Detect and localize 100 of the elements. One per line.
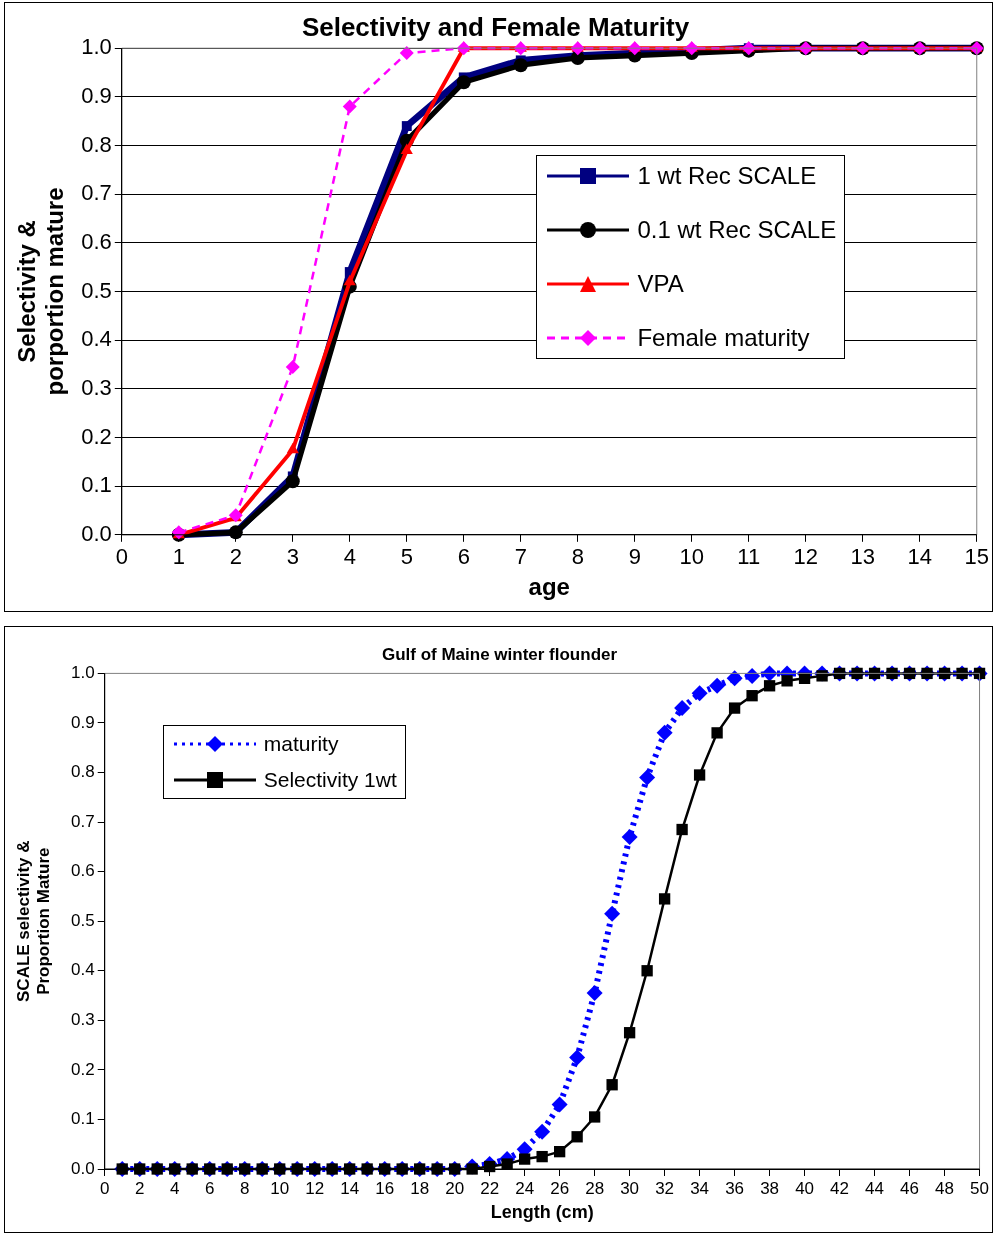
point (656, 724, 673, 741)
x-tick-label: 2 (229, 544, 242, 570)
point (639, 769, 656, 786)
x-tick-label: 12 (793, 544, 819, 570)
point (691, 685, 708, 702)
x-tick-label: 36 (725, 1178, 745, 1198)
y-axis-title: SCALE selectivity & Proportion Mature (14, 840, 54, 1002)
x-tick-label: 22 (480, 1178, 500, 1198)
y-tick-label: 0.7 (71, 811, 95, 831)
x-tick-label: 0 (115, 544, 128, 570)
x-tick-label: 42 (830, 1178, 850, 1198)
point (401, 121, 412, 132)
point (627, 41, 642, 56)
point (569, 1049, 586, 1066)
legend-label: maturity (263, 732, 339, 757)
y-tick-label: 0.2 (81, 423, 112, 449)
x-tick-label: 14 (907, 544, 933, 570)
legend-label: 1 wt Rec SCALE (637, 162, 817, 191)
point (588, 1111, 601, 1123)
x-tick-label: 9 (628, 544, 641, 570)
x-tick-label: 24 (515, 1178, 535, 1198)
point (513, 41, 528, 56)
y-axis-title: Selectivity & porportion mature (13, 187, 69, 396)
x-tick-label: 26 (550, 1178, 570, 1198)
point (400, 143, 413, 154)
x-tick-label: 5 (400, 544, 413, 570)
x-tick-label: 44 (865, 1178, 885, 1198)
x-axis-title: age (528, 573, 570, 601)
point (726, 670, 743, 687)
x-tick-label: 16 (375, 1178, 395, 1198)
x-tick-label: 2 (134, 1178, 145, 1198)
point (693, 769, 706, 781)
chart-title: Gulf of Maine winter flounder (381, 644, 618, 664)
x-tick-label: 4 (343, 544, 356, 570)
x-tick-label: 10 (270, 1178, 290, 1198)
y-tick-label: 0.5 (81, 277, 112, 303)
point (604, 905, 621, 922)
x-tick-label: 14 (340, 1178, 360, 1198)
point (553, 1146, 566, 1158)
y-tick-label: 0.6 (81, 228, 112, 254)
point (571, 1131, 583, 1143)
point (501, 1158, 513, 1170)
point (534, 1123, 551, 1140)
x-tick-label: 32 (655, 1178, 675, 1198)
x-tick-label: 10 (679, 544, 705, 570)
y-tick-label: 0.3 (81, 374, 112, 400)
y-tick-label: 0.3 (71, 1010, 95, 1030)
point (285, 474, 300, 489)
point (709, 677, 726, 694)
x-tick-label: 8 (239, 1178, 250, 1198)
x-tick-label: 3 (286, 544, 299, 570)
y-tick-label: 0.0 (71, 1158, 95, 1178)
x-tick-label: 28 (585, 1178, 605, 1198)
x-tick-label: 50 (970, 1178, 990, 1198)
x-tick-label: 1 (172, 544, 185, 570)
x-tick-label: 34 (690, 1178, 710, 1198)
legend-label: 0.1 wt Rec SCALE (637, 216, 837, 245)
y-tick-label: 0.6 (71, 861, 95, 881)
point (684, 41, 699, 56)
y-tick-label: 0.4 (71, 960, 95, 980)
point (746, 690, 758, 702)
y-tick-label: 0.4 (81, 326, 112, 352)
point (658, 893, 671, 905)
point (641, 965, 653, 977)
point (674, 700, 691, 717)
point (518, 1153, 531, 1165)
point (456, 75, 471, 90)
x-tick-label: 6 (204, 1178, 215, 1198)
x-tick-label: 13 (850, 544, 876, 570)
x-tick-label: 15 (964, 544, 990, 570)
y-tick-label: 0.8 (81, 131, 112, 157)
x-tick-label: 11 (737, 544, 761, 570)
x-tick-label: 30 (620, 1178, 640, 1198)
y-tick-label: 0.8 (71, 762, 95, 782)
point (606, 1079, 618, 1091)
point (536, 1150, 548, 1163)
y-tick-label: 0.5 (71, 910, 95, 930)
y-tick-label: 1.0 (81, 34, 112, 60)
chart-title: Selectivity and Female Maturity (301, 11, 690, 42)
point (711, 727, 723, 739)
x-tick-label: 0 (100, 1178, 110, 1198)
x-tick-label: 18 (410, 1178, 430, 1198)
point (551, 1096, 568, 1113)
point (744, 667, 761, 684)
legend-label: Selectivity 1wt (263, 768, 397, 793)
legend-label: VPA (637, 270, 684, 299)
y-tick-label: 0.9 (81, 82, 112, 108)
y-tick-label: 0.9 (71, 712, 95, 732)
x-tick-label: 8 (571, 544, 584, 570)
point (763, 680, 776, 692)
point (781, 675, 793, 687)
point (456, 41, 471, 56)
x-axis-title: Length (cm) (490, 1202, 594, 1223)
point (586, 985, 603, 1002)
point (621, 828, 638, 845)
point (399, 46, 414, 61)
y-tick-label: 0.1 (71, 1109, 95, 1129)
x-tick-label: 48 (935, 1178, 955, 1198)
point (570, 50, 585, 65)
legend-label: Female maturity (637, 324, 810, 353)
